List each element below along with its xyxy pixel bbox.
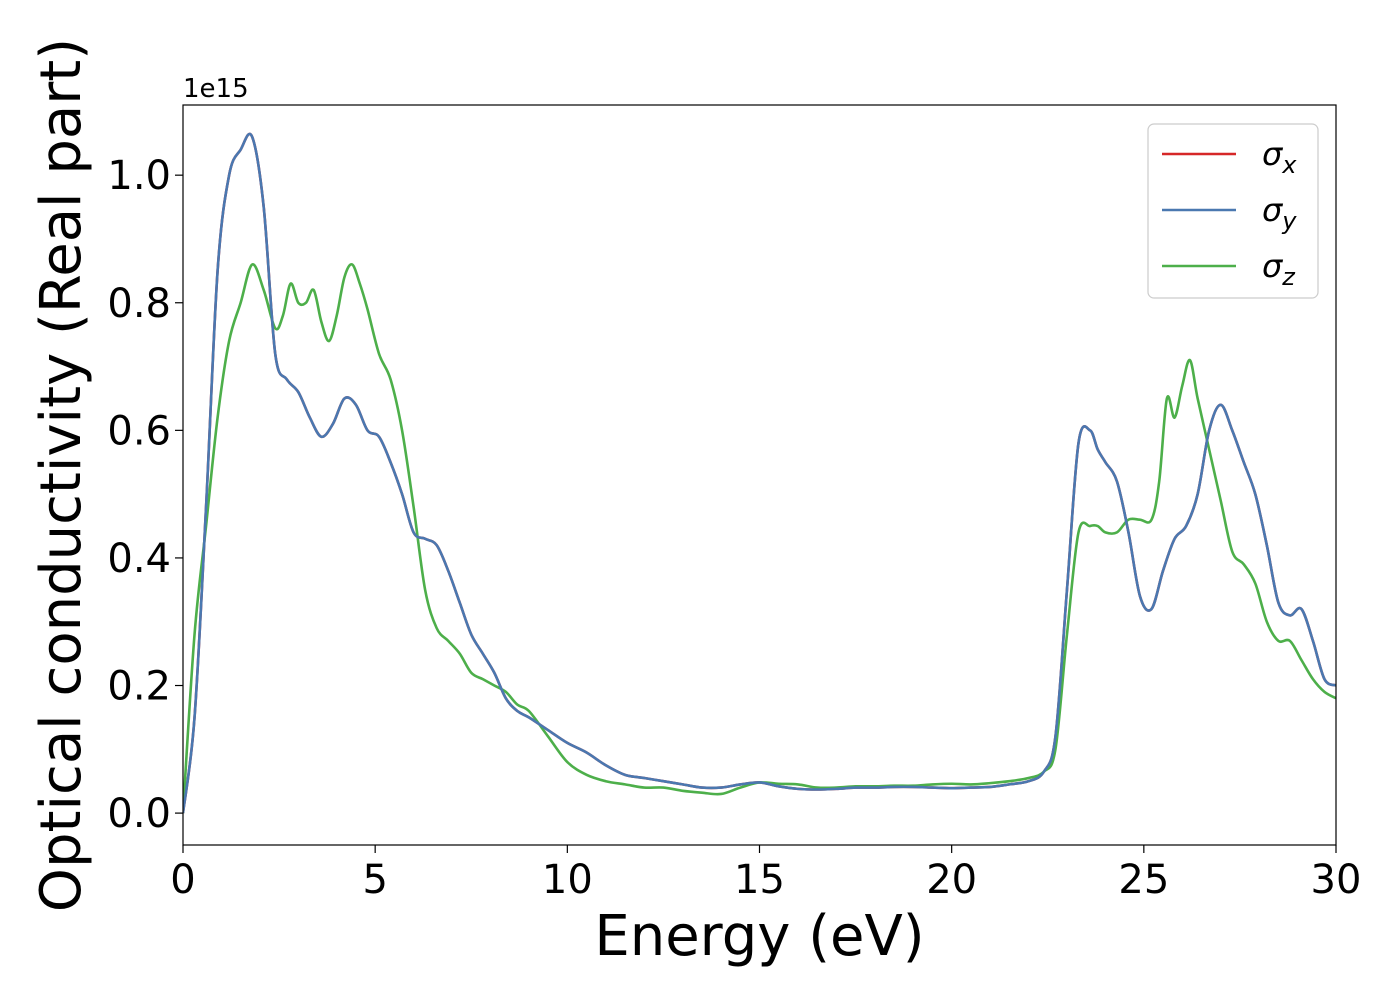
y-axis-offset-label: 1e15 (183, 74, 249, 104)
series-line-y (183, 132, 1336, 814)
series-lines (183, 132, 1336, 814)
x-tick-label: 25 (1118, 857, 1169, 903)
legend: σx σy σz (1147, 123, 1319, 299)
plot-area (183, 132, 1336, 814)
x-tick-label: 30 (1311, 857, 1362, 903)
y-tick-label: 0.0 (107, 791, 171, 837)
x-tick-label: 20 (926, 857, 977, 903)
y-tick-label: 1.0 (107, 153, 171, 199)
y-axis-title: Optical conductivity (Real part) (29, 38, 94, 912)
x-tick-label: 0 (170, 857, 195, 903)
x-tick-label: 10 (542, 857, 593, 903)
x-tick-label: 15 (734, 857, 785, 903)
legend-label-z: σz (1262, 247, 1296, 291)
legend-label-y: σy (1262, 191, 1297, 235)
y-tick-label: 0.4 (107, 536, 171, 582)
y-tick-label: 0.2 (107, 664, 171, 710)
x-tick-label: 5 (362, 857, 387, 903)
series-line-z (183, 263, 1336, 814)
y-tick-label: 0.6 (107, 408, 171, 454)
axis-ticks: 0 5 10 15 20 25 30 0.0 0.2 0.4 0.6 0.8 1.0 (107, 153, 1361, 903)
y-tick-label: 0.8 (107, 281, 171, 327)
x-axis-title: Energy (eV) (594, 904, 924, 969)
legend-label-x: σx (1262, 135, 1297, 179)
